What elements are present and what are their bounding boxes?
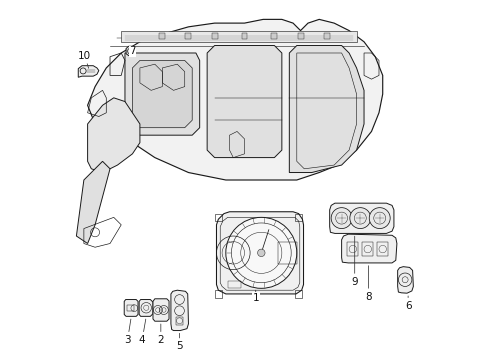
Circle shape (330, 208, 351, 229)
Polygon shape (341, 234, 396, 263)
Polygon shape (132, 60, 192, 128)
Polygon shape (78, 66, 99, 77)
Bar (346, 242, 358, 256)
Bar (323, 33, 329, 39)
Polygon shape (216, 212, 303, 294)
Text: 8: 8 (365, 266, 371, 302)
Bar (159, 33, 165, 39)
Bar (211, 33, 217, 39)
Bar (214, 290, 222, 298)
Text: 4: 4 (139, 319, 145, 345)
Text: 5: 5 (176, 333, 183, 351)
Polygon shape (126, 46, 135, 55)
Polygon shape (171, 290, 188, 330)
Bar (214, 213, 222, 221)
Polygon shape (139, 300, 153, 316)
Text: 3: 3 (124, 319, 131, 345)
Bar (175, 317, 183, 325)
Polygon shape (87, 19, 382, 180)
Polygon shape (397, 267, 412, 293)
Bar (294, 290, 302, 298)
Bar (376, 242, 387, 256)
Bar (278, 242, 296, 264)
Bar (362, 242, 373, 256)
Polygon shape (289, 45, 363, 172)
Bar (297, 33, 303, 39)
Bar (185, 33, 191, 39)
Text: 2: 2 (157, 324, 164, 345)
Text: 9: 9 (351, 236, 357, 287)
Text: 7: 7 (129, 46, 136, 56)
Circle shape (349, 208, 370, 229)
Polygon shape (207, 45, 281, 158)
Circle shape (257, 249, 264, 257)
Circle shape (225, 217, 296, 288)
Bar (126, 305, 133, 311)
Bar (271, 33, 277, 39)
Polygon shape (124, 300, 138, 316)
Bar (241, 33, 247, 39)
Polygon shape (87, 98, 140, 172)
Polygon shape (329, 203, 393, 233)
Polygon shape (153, 299, 169, 321)
Text: 6: 6 (404, 296, 410, 311)
Polygon shape (125, 53, 199, 135)
Circle shape (368, 208, 389, 229)
Polygon shape (76, 161, 110, 243)
Text: 1: 1 (252, 290, 259, 303)
Text: 10: 10 (78, 51, 91, 68)
Polygon shape (121, 31, 356, 42)
Bar (294, 213, 302, 221)
Bar (227, 281, 240, 288)
